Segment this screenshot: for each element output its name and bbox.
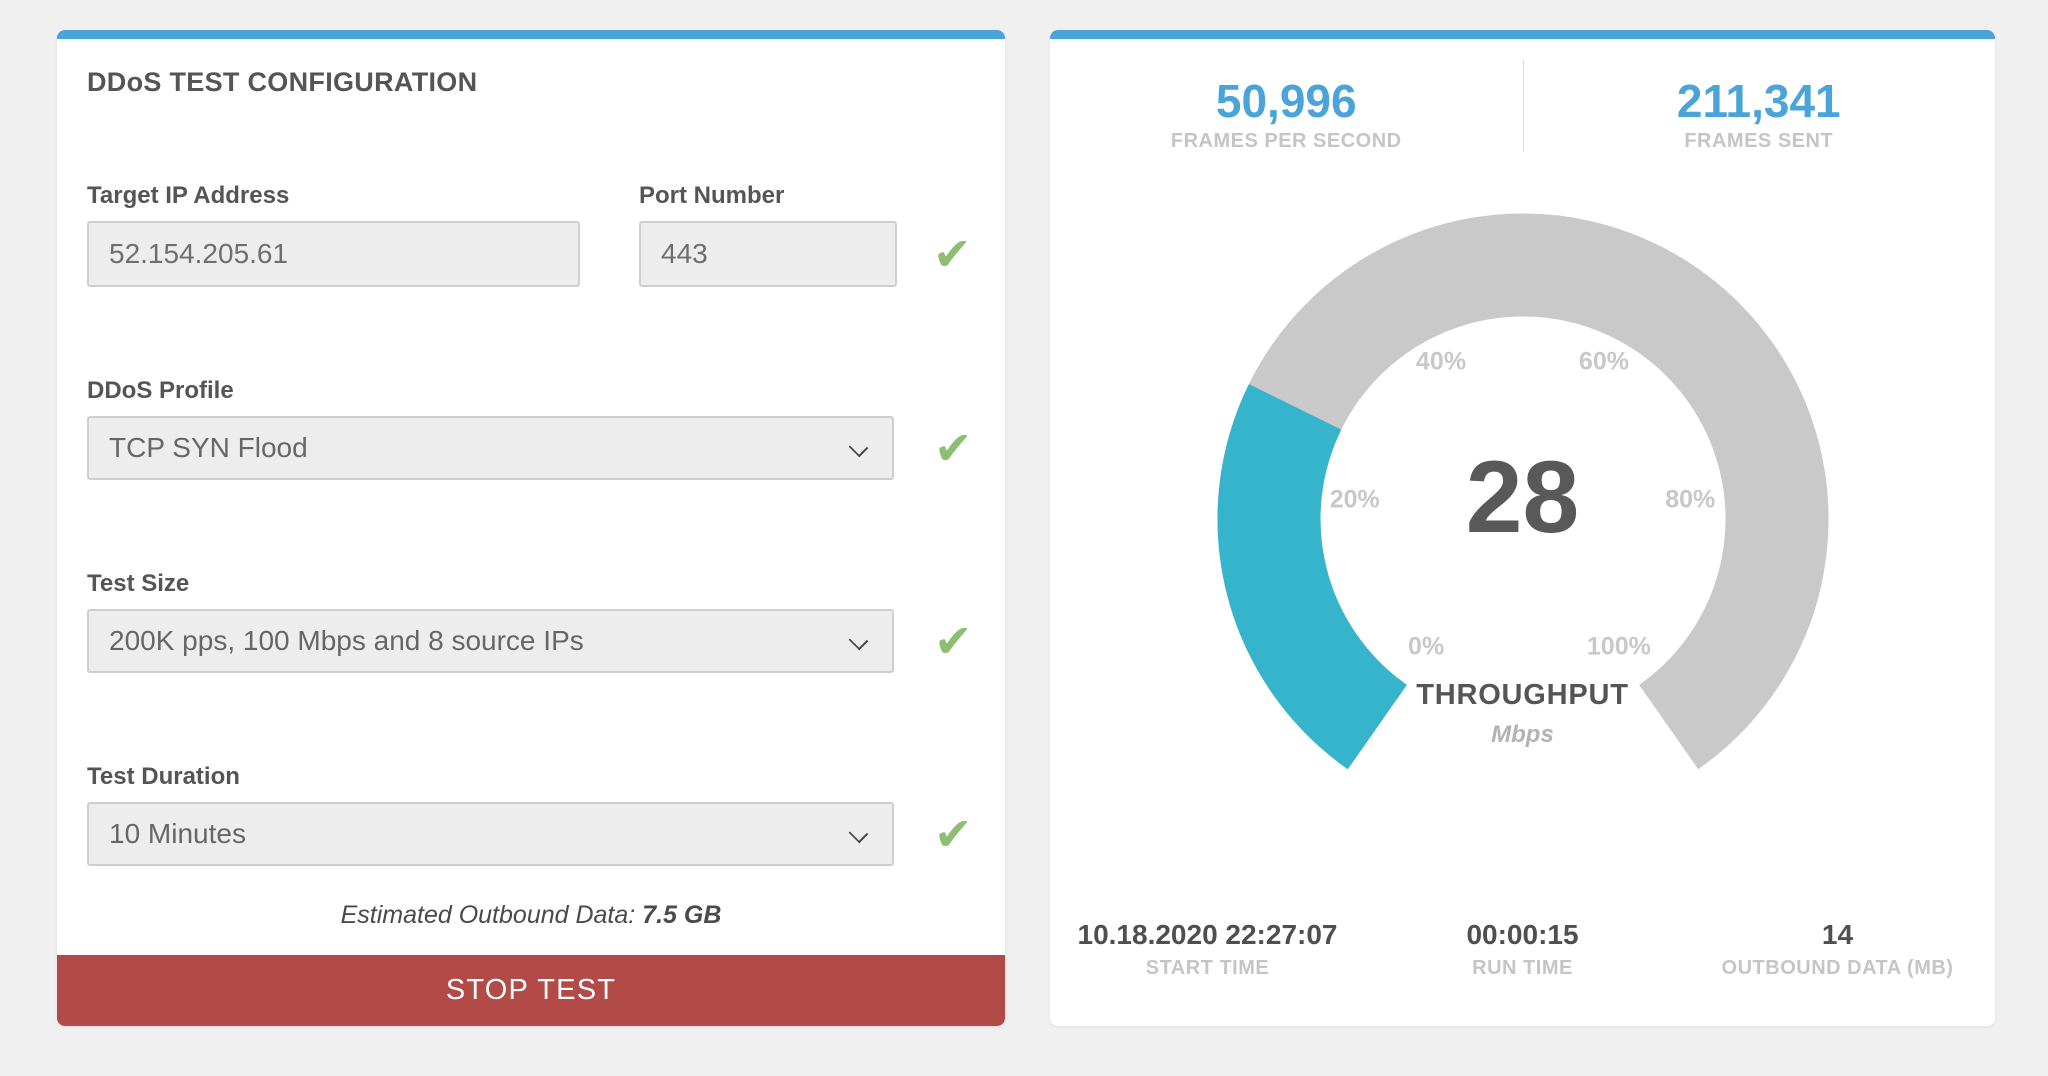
run-time-label: RUN TIME xyxy=(1472,957,1573,979)
top-stats-row: 50,996 FRAMES PER SECOND 211,341 FRAMES … xyxy=(1050,39,1995,153)
chevron-down-icon xyxy=(848,437,869,458)
check-icon: ✔ xyxy=(934,422,973,474)
gauge-tick-label: 80% xyxy=(1665,485,1716,514)
gauge-fill xyxy=(1217,384,1408,770)
test-size-value: 200K pps, 100 Mbps and 8 source IPs xyxy=(109,625,584,656)
test-size-row: Test Size 200K pps, 100 Mbps and 8 sourc… xyxy=(87,570,975,673)
outbound-data-stat: 14 OUTBOUND DATA (MB) xyxy=(1680,919,1995,980)
gauge-unit: Mbps xyxy=(1491,721,1554,748)
frames-sent-value: 211,341 xyxy=(1676,75,1841,127)
start-time-stat: 10.18.2020 22:27:07 START TIME xyxy=(1050,919,1365,980)
bottom-stats-row: 10.18.2020 22:27:07 START TIME 00:00:15 … xyxy=(1050,919,1995,980)
test-duration-row: Test Duration 10 Minutes ✔ xyxy=(87,763,975,866)
gauge-arc-svg xyxy=(1217,213,1828,770)
port-number-input[interactable] xyxy=(639,221,897,287)
frames-per-second-label: FRAMES PER SECOND xyxy=(1170,130,1402,153)
ddos-profile-row: DDoS Profile TCP SYN Flood ✔ xyxy=(87,377,975,480)
ddos-profile-select[interactable]: TCP SYN Flood xyxy=(87,416,894,480)
estimate-label: Estimated Outbound Data: xyxy=(340,901,636,929)
start-time-value: 10.18.2020 22:27:07 xyxy=(1077,919,1338,950)
estimated-outbound-data: Estimated Outbound Data: 7.5 GB xyxy=(57,901,1005,930)
test-duration-label: Test Duration xyxy=(87,763,240,790)
test-size-label: Test Size xyxy=(87,570,190,597)
page-title: DDoS TEST CONFIGURATION xyxy=(87,67,478,97)
target-ip-label: Target IP Address xyxy=(87,182,290,209)
outbound-data-label: OUTBOUND DATA (MB) xyxy=(1721,957,1954,979)
test-duration-select[interactable]: 10 Minutes xyxy=(87,802,894,866)
frames-per-second-stat: 50,996 FRAMES PER SECOND xyxy=(1050,77,1523,153)
gauge-tick-label: 40% xyxy=(1416,347,1467,376)
frames-sent-stat: 211,341 FRAMES SENT xyxy=(1523,77,1996,153)
outbound-data-value: 14 xyxy=(1821,919,1854,950)
check-icon: ✔ xyxy=(934,615,973,667)
check-icon: ✔ xyxy=(933,228,972,280)
ddos-config-card: DDoS TEST CONFIGURATION Target IP Addres… xyxy=(57,30,1005,1026)
ddos-profile-label: DDoS Profile xyxy=(87,377,234,404)
gauge-value: 28 xyxy=(1465,440,1580,554)
frames-sent-label: FRAMES SENT xyxy=(1684,130,1834,153)
gauge-tick-label: 20% xyxy=(1329,485,1380,514)
check-icon: ✔ xyxy=(934,808,973,860)
gauge-title: THROUGHPUT xyxy=(1416,679,1629,711)
run-time-value: 00:00:15 xyxy=(1466,919,1579,950)
gauge-tick-label: 60% xyxy=(1578,347,1629,376)
ip-port-row: Target IP Address Port Number ✔ xyxy=(87,182,975,287)
throughput-gauge: 28 THROUGHPUT Mbps 0% 20% 40% 60% 80% 100% xyxy=(1213,209,1833,829)
chevron-down-icon xyxy=(848,630,869,651)
gauge-tick-label: 100% xyxy=(1586,632,1651,661)
gauge-tick-label: 0% xyxy=(1408,632,1445,661)
stop-test-button[interactable]: STOP TEST xyxy=(57,955,1005,1026)
estimate-value: 7.5 GB xyxy=(642,901,722,929)
target-ip-input[interactable] xyxy=(87,221,580,287)
run-time-stat: 00:00:15 RUN TIME xyxy=(1365,919,1680,980)
frames-per-second-value: 50,996 xyxy=(1215,75,1357,127)
ddos-profile-value: TCP SYN Flood xyxy=(109,432,308,463)
test-size-select[interactable]: 200K pps, 100 Mbps and 8 source IPs xyxy=(87,609,894,673)
port-number-label: Port Number xyxy=(639,182,785,209)
start-time-label: START TIME xyxy=(1145,957,1270,979)
stats-divider xyxy=(1522,61,1524,151)
test-status-card: 50,996 FRAMES PER SECOND 211,341 FRAMES … xyxy=(1050,30,1995,1026)
test-duration-value: 10 Minutes xyxy=(109,818,246,849)
chevron-down-icon xyxy=(848,823,869,844)
